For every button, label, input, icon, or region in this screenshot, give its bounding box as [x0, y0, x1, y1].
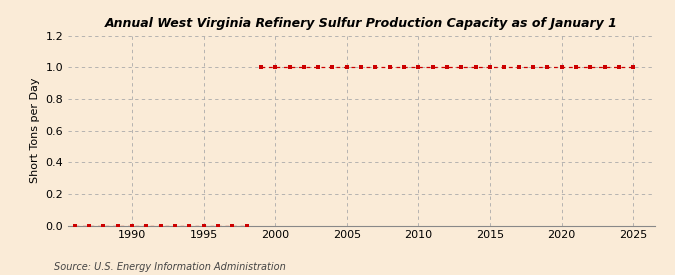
Text: Source: U.S. Energy Information Administration: Source: U.S. Energy Information Administ… — [54, 262, 286, 272]
Y-axis label: Short Tons per Day: Short Tons per Day — [30, 78, 40, 183]
Title: Annual West Virginia Refinery Sulfur Production Capacity as of January 1: Annual West Virginia Refinery Sulfur Pro… — [105, 17, 618, 31]
